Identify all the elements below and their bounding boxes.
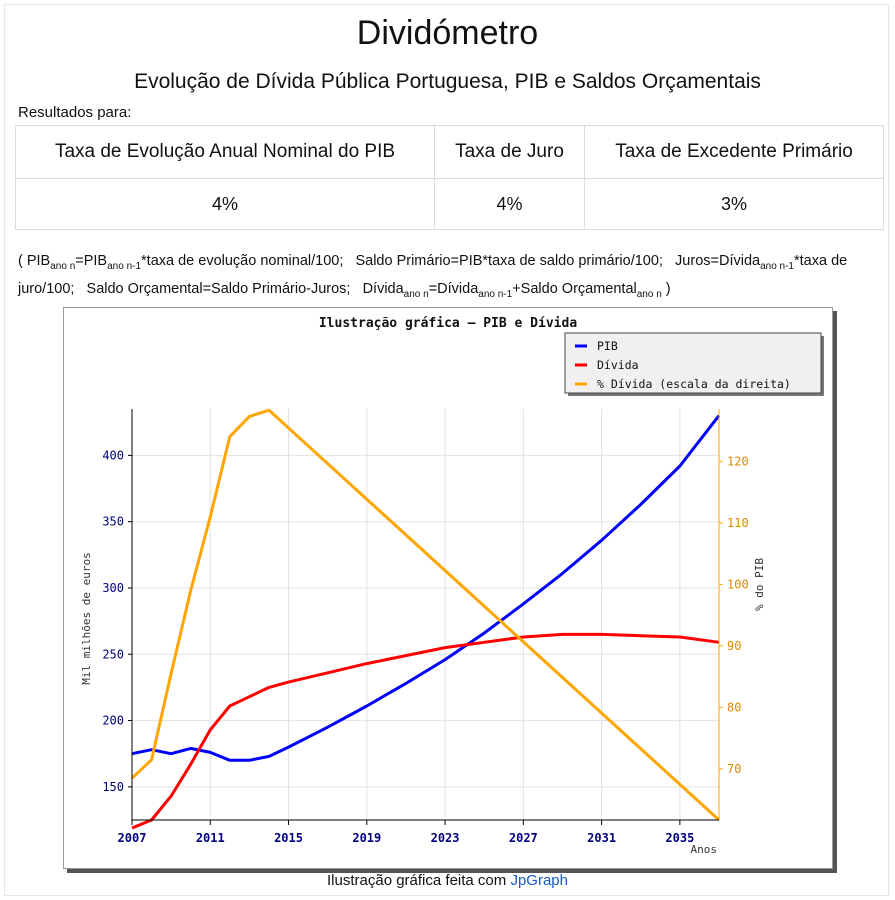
y2-tick-label: 70 [727,762,741,776]
results-label: Resultados para: [18,104,132,121]
x-axis-label: Anos [691,843,718,856]
header-gdp-growth-rate: Taxa de Evolução Anual Nominal do PIB [15,125,435,179]
x-tick-label: 2023 [431,831,460,845]
y2-axis-label: % do PIB [753,558,766,611]
x-tick-label: 2007 [118,831,147,845]
chart-title: Ilustração gráfica – PIB e Dívida [319,316,577,331]
x-tick-label: 2035 [665,831,694,845]
jpgraph-link[interactable]: JpGraph [510,872,568,889]
parameters-table: Taxa de Evolução Anual Nominal do PIB Ta… [15,125,884,230]
formula-note: ( PIBano n=PIBano n-1*taxa de evolução n… [18,253,848,300]
series-line-d-vida [131,632,720,830]
series-line-d-vida-escala-da-direita [130,408,721,822]
y-axis-label: Mil milhões de euros [80,552,93,684]
y-tick-label: 200 [102,714,124,728]
y-tick-label: 150 [102,780,124,794]
legend-entry: PIB [597,339,618,353]
x-tick-label: 2015 [274,831,303,845]
value-gdp-growth-rate: 4% [15,178,435,230]
x-tick-label: 2011 [196,831,225,845]
page-frame [4,4,889,896]
y2-tick-label: 120 [727,454,749,468]
legend-box [564,332,822,394]
header-primary-surplus-rate: Taxa de Excedente Primário [584,125,884,179]
page-title: Dividómetro [356,14,539,52]
chart-legend: PIB Dívida % Dívida (escala da direita) [564,332,824,396]
y-tick-label: 400 [102,448,124,462]
y-tick-label: 250 [102,647,124,661]
credit-line: Ilustração gráfica feita com JpGraph [327,872,568,889]
y2-tick-label: 80 [727,700,741,714]
x-tick-label: 2019 [352,831,381,845]
y2-tick-label: 110 [727,516,749,530]
x-tick-label: 2027 [509,831,538,845]
plot-area [132,409,719,820]
header-interest-rate: Taxa de Juro [434,125,585,179]
legend-entry: Dívida [597,358,639,372]
y-tick-label: 300 [102,581,124,595]
value-primary-surplus-rate: 3% [584,178,884,230]
legend-entry: % Dívida (escala da direita) [597,377,791,391]
y2-tick-label: 100 [727,577,749,591]
x-tick-label: 2031 [587,831,616,845]
y2-tick-label: 90 [727,639,741,653]
chart-container: Ilustração gráfica – PIB e Dívida 150 200… [63,307,833,869]
y-tick-label: 350 [102,515,124,529]
pib-divida-chart: Ilustração gráfica – PIB e Dívida 150 200… [64,308,832,868]
series-line-pib [131,414,721,762]
value-interest-rate: 4% [434,178,585,230]
page-subtitle: Evolução de Dívida Pública Portuguesa, P… [134,70,761,93]
